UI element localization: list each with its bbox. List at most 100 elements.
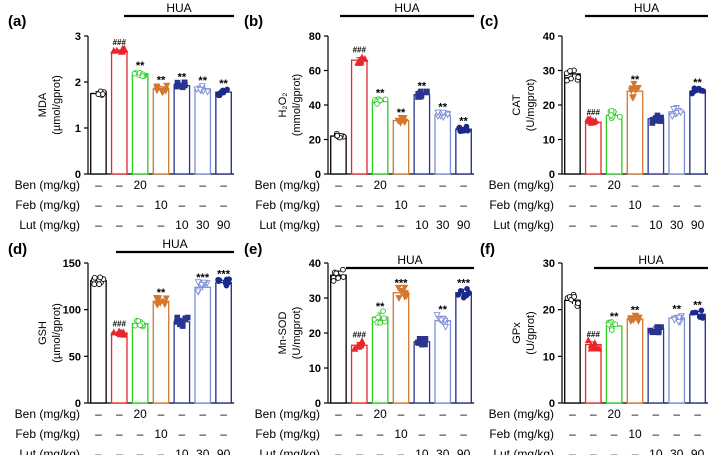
dose-value: 10 <box>175 447 189 455</box>
y-tick-label: 20 <box>309 135 321 147</box>
dose-value: – <box>95 178 102 192</box>
dose-value: – <box>632 218 639 232</box>
dose-value: – <box>179 407 186 421</box>
dose-value: – <box>95 407 102 421</box>
dose-value: 10 <box>415 447 429 455</box>
significance-mark: ** <box>157 75 166 87</box>
y-tick-label: 10 <box>309 363 321 375</box>
bar <box>455 292 472 404</box>
bar <box>689 313 706 404</box>
data-point <box>668 113 676 121</box>
y-tick-label: 40 <box>309 100 321 112</box>
data-point <box>630 80 638 88</box>
data-point <box>333 270 340 277</box>
data-point <box>396 119 405 127</box>
data-point <box>696 314 703 320</box>
data-point <box>567 68 573 74</box>
bar <box>215 281 232 404</box>
dose-value: 30 <box>196 447 210 455</box>
significance-mark: ** <box>376 87 385 99</box>
dose-value: – <box>569 407 576 421</box>
data-point <box>395 295 403 302</box>
data-point <box>153 85 161 92</box>
bar <box>350 59 368 175</box>
dose-value: – <box>460 178 467 192</box>
data-point <box>629 94 637 102</box>
dose-value: – <box>590 218 597 232</box>
data-point <box>377 97 383 104</box>
bar <box>413 94 431 175</box>
dose-row-label: Lut (mg/kg) <box>493 447 554 455</box>
dose-row-label: Lut (mg/kg) <box>259 218 320 232</box>
y-tick-label: 100 <box>63 305 81 317</box>
data-point <box>357 58 365 66</box>
dose-value: – <box>632 407 639 421</box>
dose-value: – <box>569 447 576 455</box>
dose-value: – <box>377 218 384 232</box>
significance-mark: ### <box>113 320 127 329</box>
data-point <box>198 83 206 91</box>
dose-row-label: Ben (mg/kg) <box>489 407 554 421</box>
data-point <box>433 312 441 320</box>
y-tick-label: 40 <box>543 31 555 43</box>
y-tick-label: 10 <box>543 135 555 147</box>
data-point <box>398 288 406 296</box>
dose-value: – <box>460 427 467 441</box>
data-point <box>401 284 409 292</box>
dose-value: – <box>116 407 123 421</box>
data-point <box>139 73 146 79</box>
y-axis-label: GSH (µmol/gprot) <box>37 303 63 363</box>
dose-value: – <box>419 407 426 421</box>
dose-row-label: Ben (mg/kg) <box>15 178 80 192</box>
data-point <box>457 288 464 294</box>
dose-value: – <box>116 427 123 441</box>
data-point <box>91 274 98 281</box>
bar <box>194 88 212 175</box>
data-point <box>375 314 381 321</box>
data-point <box>402 293 410 301</box>
hua-label: HUA <box>638 253 663 267</box>
bar <box>110 332 128 404</box>
panel-label: (e) <box>244 241 262 258</box>
data-point <box>608 327 615 333</box>
panel-label: (d) <box>8 241 27 258</box>
data-point <box>182 315 189 322</box>
data-point <box>675 319 683 326</box>
dose-value: – <box>439 198 446 212</box>
dose-value: – <box>116 178 123 192</box>
y-axis-label: CAT (U/mgprot) <box>511 79 537 132</box>
bar <box>647 118 665 175</box>
bar <box>173 85 191 175</box>
significance-mark: *** <box>196 272 210 284</box>
data-point <box>434 109 442 117</box>
dose-value: – <box>158 407 165 421</box>
dose-value: – <box>377 447 384 455</box>
significance-mark: ** <box>610 311 619 323</box>
data-point <box>575 300 581 307</box>
y-axis-unit: (U/mgprot) <box>291 307 303 360</box>
dose-value: – <box>356 198 363 212</box>
data-point <box>464 127 471 134</box>
dose-value: – <box>179 198 186 212</box>
y-tick-label: 0 <box>549 169 555 181</box>
data-point <box>394 284 402 292</box>
bar <box>605 325 623 404</box>
dose-value: – <box>179 178 186 192</box>
hua-label: HUA <box>634 1 659 15</box>
data-point <box>575 74 582 80</box>
dose-value: – <box>569 218 576 232</box>
bar <box>194 286 212 404</box>
dose-row-label: Ben (mg/kg) <box>489 178 554 192</box>
y-axis-title: GSH <box>37 321 49 345</box>
dose-row-label: Feb (mg/kg) <box>489 198 554 212</box>
dose-value: – <box>569 178 576 192</box>
bar <box>626 90 644 175</box>
data-point <box>377 319 384 326</box>
bar <box>584 121 602 175</box>
data-point <box>571 293 577 300</box>
dose-value: – <box>653 198 660 212</box>
y-tick-label: 2 <box>75 77 81 89</box>
data-point <box>340 274 347 280</box>
data-point <box>698 307 705 314</box>
bar <box>371 100 389 175</box>
